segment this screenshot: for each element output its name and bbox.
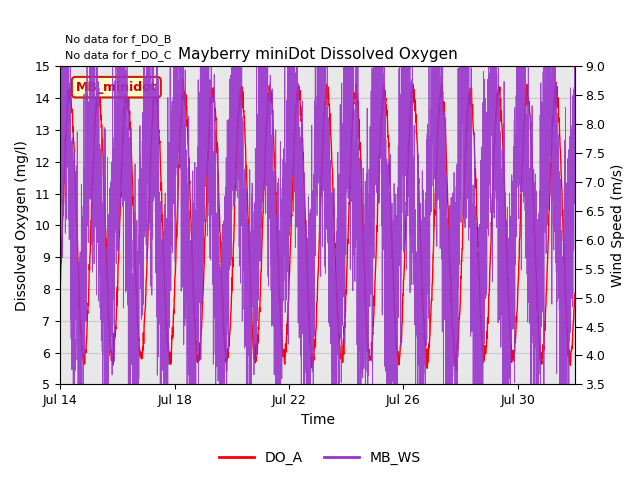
Y-axis label: Wind Speed (m/s): Wind Speed (m/s): [611, 164, 625, 287]
X-axis label: Time: Time: [301, 413, 335, 427]
Legend: DO_A, MB_WS: DO_A, MB_WS: [214, 445, 426, 471]
Text: No data for f_DO_C: No data for f_DO_C: [65, 50, 172, 61]
Title: Mayberry miniDot Dissolved Oxygen: Mayberry miniDot Dissolved Oxygen: [178, 48, 458, 62]
Y-axis label: Dissolved Oxygen (mg/l): Dissolved Oxygen (mg/l): [15, 140, 29, 311]
Text: MB_minidot: MB_minidot: [76, 81, 157, 94]
Text: No data for f_DO_B: No data for f_DO_B: [65, 35, 172, 46]
